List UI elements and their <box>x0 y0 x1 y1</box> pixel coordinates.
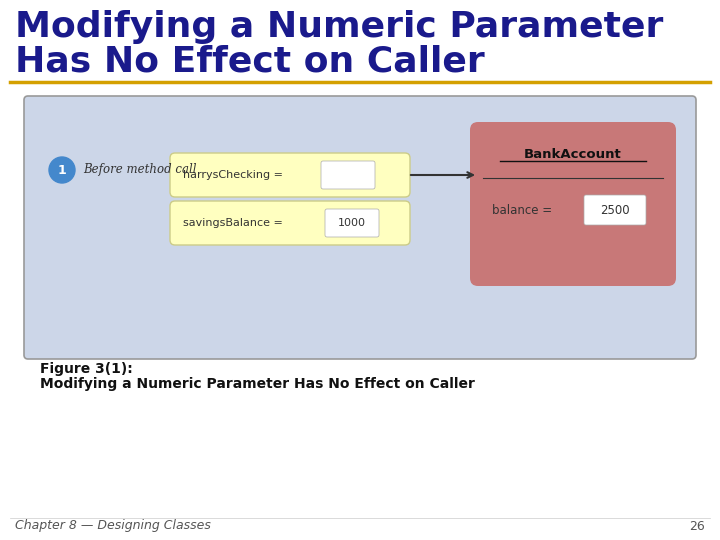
FancyBboxPatch shape <box>170 153 410 197</box>
Text: Modifying a Numeric Parameter: Modifying a Numeric Parameter <box>15 10 663 44</box>
FancyBboxPatch shape <box>470 122 676 286</box>
Text: balance =: balance = <box>492 204 552 217</box>
Circle shape <box>49 157 75 183</box>
Text: Has No Effect on Caller: Has No Effect on Caller <box>15 45 485 79</box>
Text: Modifying a Numeric Parameter Has No Effect on Caller: Modifying a Numeric Parameter Has No Eff… <box>40 377 475 391</box>
FancyBboxPatch shape <box>325 209 379 237</box>
Text: Chapter 8 — Designing Classes: Chapter 8 — Designing Classes <box>15 519 211 532</box>
Text: 1: 1 <box>58 164 66 177</box>
FancyBboxPatch shape <box>24 96 696 359</box>
Text: 26: 26 <box>689 519 705 532</box>
FancyBboxPatch shape <box>170 201 410 245</box>
FancyBboxPatch shape <box>321 161 375 189</box>
Text: Figure 3(1):: Figure 3(1): <box>40 362 132 376</box>
Text: savingsBalance =: savingsBalance = <box>183 218 283 228</box>
Text: Before method call: Before method call <box>83 164 197 177</box>
Text: BankAccount: BankAccount <box>524 147 622 160</box>
Text: 2500: 2500 <box>600 204 630 217</box>
Text: harrysChecking =: harrysChecking = <box>183 170 283 180</box>
Text: 1000: 1000 <box>338 218 366 228</box>
FancyBboxPatch shape <box>584 195 646 225</box>
